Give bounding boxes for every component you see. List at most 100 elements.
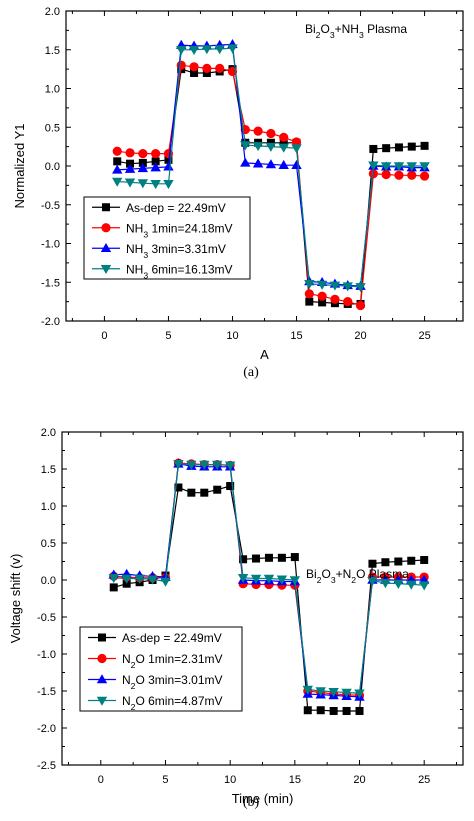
data-point xyxy=(137,163,149,173)
data-point xyxy=(124,178,136,188)
data-point xyxy=(163,180,174,190)
data-point xyxy=(137,179,149,189)
x-tick-label: 25 xyxy=(418,774,430,786)
legend-marker xyxy=(98,633,107,642)
data-point xyxy=(406,162,417,172)
data-point xyxy=(355,706,364,715)
y-tick-label: -2.0 xyxy=(37,723,56,735)
legend-label: NH3 6min=16.13mV xyxy=(126,262,233,280)
data-point xyxy=(134,574,145,584)
y-tick-label: 1.5 xyxy=(45,45,60,57)
data-point xyxy=(202,63,212,73)
legend-marker xyxy=(97,653,107,664)
data-point xyxy=(278,159,289,170)
data-point xyxy=(212,460,223,470)
data-point xyxy=(240,157,251,167)
y-axis-label: Voltage shift (v) xyxy=(8,554,23,644)
y-tick-label: 2.0 xyxy=(41,427,56,439)
y-tick-label: -1.0 xyxy=(37,649,56,661)
data-point xyxy=(253,126,263,136)
data-point xyxy=(174,483,183,492)
data-point xyxy=(239,555,248,564)
data-point xyxy=(369,144,378,153)
data-point xyxy=(150,162,161,172)
legend-label: N2O 6min=4.87mV xyxy=(122,694,223,712)
x-tick-label: 20 xyxy=(354,330,366,342)
data-point xyxy=(186,460,197,470)
series-4 xyxy=(112,44,430,293)
data-point xyxy=(250,574,262,584)
legend-label: NH3 1min=24.18mV xyxy=(126,221,233,239)
legend-item: As-dep = 22.49mV xyxy=(92,201,226,215)
legend-item: NH3 1min=24.18mV xyxy=(92,221,233,239)
legend-label: N2O 3min=3.01mV xyxy=(122,673,223,691)
legend-marker xyxy=(96,674,108,684)
panel-caption-b: (b) xyxy=(243,795,260,810)
data-point xyxy=(355,283,366,293)
y-tick-label: -2.5 xyxy=(37,760,56,772)
x-tick-label: 20 xyxy=(353,774,365,786)
chart-annotation: Bi2O3+N2O Plasma xyxy=(306,567,409,585)
data-point xyxy=(367,576,378,587)
data-point xyxy=(419,171,430,181)
legend: As-dep = 22.49mV N2O 1min=2.31mV N2O 3min=… xyxy=(79,626,243,712)
data-point xyxy=(279,132,289,142)
data-point xyxy=(227,44,238,54)
data-point xyxy=(368,161,379,171)
x-axis-label: A xyxy=(260,347,269,362)
y-tick-label: 0.5 xyxy=(45,122,60,134)
y-tick-label: -1.5 xyxy=(37,686,56,698)
data-point xyxy=(252,158,264,168)
x-tick-label: 10 xyxy=(224,774,236,786)
data-point xyxy=(394,557,403,566)
legend-box xyxy=(83,196,251,280)
legend-marker xyxy=(100,264,112,275)
data-point xyxy=(214,45,225,55)
data-point xyxy=(420,141,429,150)
data-point xyxy=(380,162,392,172)
data-point xyxy=(151,149,161,159)
data-point xyxy=(199,460,210,470)
x-tick-label: 5 xyxy=(162,774,168,786)
data-point xyxy=(200,488,209,497)
data-point xyxy=(278,143,289,153)
data-point xyxy=(420,556,429,565)
legend-marker xyxy=(100,242,112,253)
data-point xyxy=(380,579,391,589)
data-point xyxy=(316,280,328,290)
legend-label: NH3 3min=3.31mV xyxy=(126,242,226,260)
y-tick-label: 1.5 xyxy=(41,464,56,476)
data-point xyxy=(237,574,249,584)
data-point xyxy=(419,581,430,591)
data-point xyxy=(276,575,288,585)
data-point xyxy=(393,579,404,590)
y-tick-label: 0.5 xyxy=(41,538,56,550)
data-point xyxy=(354,689,365,699)
y-tick-label: -0.5 xyxy=(37,612,56,624)
data-point xyxy=(121,574,132,584)
data-point xyxy=(108,574,119,584)
data-point xyxy=(381,169,391,180)
legend-item: N2O 3min=3.01mV xyxy=(88,673,223,691)
legend-item: N2O 1min=2.31mV xyxy=(88,652,223,670)
y-tick-label: 1.0 xyxy=(45,84,60,96)
y-axis-label: Normalized Y1 xyxy=(12,123,27,208)
data-point xyxy=(407,170,417,180)
data-point xyxy=(368,559,377,568)
data-point xyxy=(304,280,315,290)
legend-marker xyxy=(101,223,111,233)
data-point xyxy=(393,162,405,172)
data-point xyxy=(328,687,339,698)
y-tick-label: -2.0 xyxy=(41,316,60,328)
data-point xyxy=(419,162,430,172)
legend-item: NH3 6min=16.13mV xyxy=(92,262,233,280)
data-point xyxy=(215,63,225,73)
data-point xyxy=(316,706,325,715)
data-point xyxy=(315,687,326,697)
y-tick-label: 1.0 xyxy=(41,501,56,513)
data-point xyxy=(329,281,341,291)
data-point xyxy=(109,583,118,592)
data-point xyxy=(289,576,301,586)
data-point xyxy=(112,164,123,174)
data-point xyxy=(406,580,417,590)
